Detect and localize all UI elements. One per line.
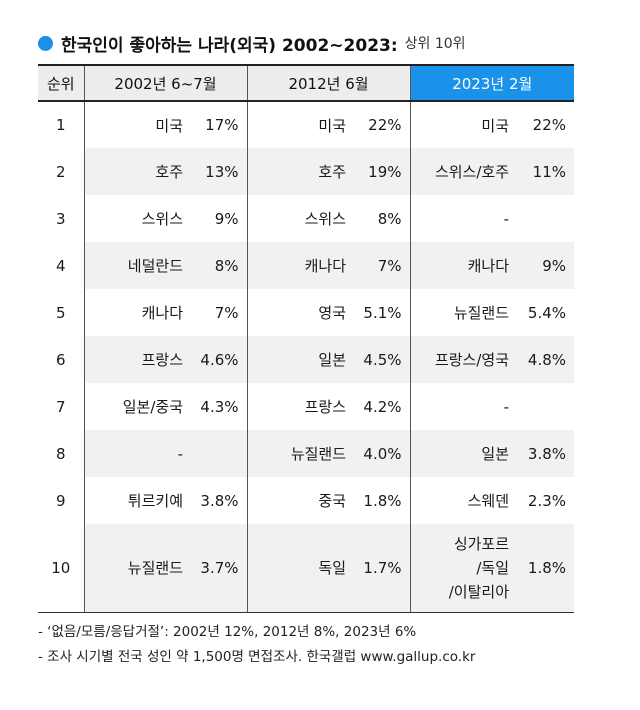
ranking-table: 순위 2002년 6~7월 2012년 6월 2023년 2월 1 미국 17% 미국… — [38, 64, 575, 613]
percent-cell: 22% — [368, 116, 402, 134]
country-cell: 튀르키예 — [83, 477, 191, 524]
country-cell: 일본 — [246, 336, 355, 383]
percent-cell: 5.1% — [363, 303, 402, 322]
country-cell: - — [83, 430, 191, 477]
percent-cell: 4.2% — [363, 397, 402, 416]
percent-cell: 1.8% — [363, 491, 402, 510]
percent-cell: 22% — [532, 116, 567, 134]
rank-cell: 6 — [55, 350, 66, 369]
country-cell: 스위스 — [83, 195, 191, 242]
country-cell: 뉴질랜드 — [246, 430, 355, 477]
country-cell: 캐나다 — [246, 242, 355, 289]
percent-cell: 9% — [517, 242, 575, 289]
table-row: 2 호주 13% 호주 19% 스위스/호주 11% — [38, 148, 575, 195]
country-cell: 프랑스/영국 — [409, 336, 518, 383]
country-cell: 네덜란드 — [83, 242, 191, 289]
period-header-2023: 2023년 2월 — [409, 64, 575, 102]
percent-cell: 2.3% — [527, 491, 567, 510]
percent-cell: 13% — [191, 148, 248, 195]
footnote-survey-method: - 조사 시기별 전국 성인 약 1,500명 면접조사. 한국갤럽 www.g… — [38, 649, 476, 665]
footnote-no-answer: - ‘없음/모름/응답거절’: 2002년 12%, 2012년 8%, 202… — [38, 624, 417, 640]
rank-header: 순위 — [38, 64, 84, 102]
country-cell: 뉴질랜드 — [83, 524, 191, 613]
country-cell: - — [409, 195, 518, 242]
title-sub: 상위 10위 — [404, 36, 466, 52]
country-cell: 스웨덴 — [409, 477, 518, 524]
rank-cell: 1 — [55, 116, 66, 134]
percent-cell: 1.7% — [354, 524, 411, 613]
percent-cell: 4.5% — [354, 336, 411, 383]
percent-cell: 19% — [354, 148, 411, 195]
country-cell: 스위스 — [246, 195, 355, 242]
country-cell: 호주 — [83, 148, 191, 195]
percent-cell: 11% — [517, 148, 575, 195]
country-cell: - — [409, 383, 518, 430]
footnotes: - ‘없음/모름/응답거절’: 2002년 12%, 2012년 8%, 202… — [38, 620, 475, 670]
rank-cell: 4 — [55, 256, 66, 275]
percent-cell — [191, 430, 248, 477]
title-bullet-icon — [38, 35, 53, 51]
percent-cell: 4.3% — [200, 397, 239, 416]
table-row: 9 튀르키예 3.8% 중국 1.8% 스웨덴 2.3% — [38, 477, 574, 524]
percent-cell: 3.8% — [200, 491, 239, 510]
country-cell: 미국 — [246, 101, 355, 148]
country-cell: 일본/중국 — [83, 383, 191, 430]
percent-cell: 4.0% — [354, 430, 411, 477]
table-row: 3 스위스 9% 스위스 8% - — [38, 195, 574, 242]
country-cell: 미국 — [409, 101, 518, 148]
percent-cell: 4.8% — [517, 336, 575, 383]
rank-cell: 8 — [55, 444, 66, 463]
percent-cell — [517, 195, 574, 242]
table-row: 10 뉴질랜드 3.7% 독일 1.7% 싱가포르 /독일 /이탈리아 1.8% — [38, 524, 575, 613]
country-cell: 독일 — [246, 524, 355, 613]
table-row: 5 캐나다 7% 영국 5.1% 뉴질랜드 5.4% — [38, 289, 574, 336]
table-row: 8- 뉴질랜드 4.0% 일본 3.8% — [38, 430, 575, 477]
table-row: 1 미국 17% 미국 22% 미국 22% — [38, 101, 574, 148]
percent-cell: 8% — [191, 242, 248, 289]
country-cell: 호주 — [246, 148, 355, 195]
percent-cell: 5.4% — [527, 303, 567, 322]
country-cell: 프랑스 — [246, 383, 355, 430]
percent-cell: 1.8% — [517, 524, 575, 613]
percent-cell: 8% — [377, 209, 402, 228]
table-row: 7 일본/중국 4.3% 프랑스 4.2% - — [38, 383, 574, 430]
table-row: 6 프랑스 4.6% 일본 4.5% 프랑스/영국 4.8% — [38, 336, 575, 383]
rank-cell: 2 — [55, 162, 66, 181]
title-main: 한국인이 좋아하는 나라(외국) 2002~2023: — [61, 35, 398, 56]
percent-cell: 17% — [205, 116, 239, 134]
country-cell: 스위스/호주 — [409, 148, 518, 195]
percent-cell: 3.8% — [517, 430, 575, 477]
country-cell: 캐나다 — [409, 242, 518, 289]
rank-cell: 9 — [55, 491, 66, 510]
country-cell: 캐나다 — [83, 289, 191, 336]
percent-cell: 3.7% — [191, 524, 248, 613]
rank-cell: 10 — [38, 524, 84, 613]
table-row: 4 네덜란드 8% 캐나다 7% 캐나다 9% — [38, 242, 575, 289]
title-row: 한국인이 좋아하는 나라(외국) 2002~2023: 상위 10위 — [38, 30, 466, 56]
period-header-2002: 2002년 6~7월 — [83, 64, 248, 102]
rank-cell: 5 — [55, 303, 66, 322]
header-row: 순위 2002년 6~7월 2012년 6월 2023년 2월 — [38, 64, 575, 102]
country-cell: 중국 — [246, 477, 355, 524]
percent-cell: 9% — [214, 209, 239, 228]
country-cell: 일본 — [409, 430, 518, 477]
period-header-2012: 2012년 6월 — [246, 64, 411, 102]
country-cell: 싱가포르 /독일 /이탈리아 — [409, 524, 518, 613]
percent-cell: 7% — [214, 303, 239, 322]
country-cell: 영국 — [246, 289, 355, 336]
percent-cell: 4.6% — [191, 336, 248, 383]
percent-cell — [517, 383, 574, 430]
rank-cell: 3 — [55, 209, 66, 228]
country-cell: 미국 — [83, 101, 191, 148]
rank-cell: 7 — [55, 397, 66, 416]
country-cell: 뉴질랜드 — [409, 289, 518, 336]
percent-cell: 7% — [354, 242, 411, 289]
country-cell: 프랑스 — [83, 336, 191, 383]
